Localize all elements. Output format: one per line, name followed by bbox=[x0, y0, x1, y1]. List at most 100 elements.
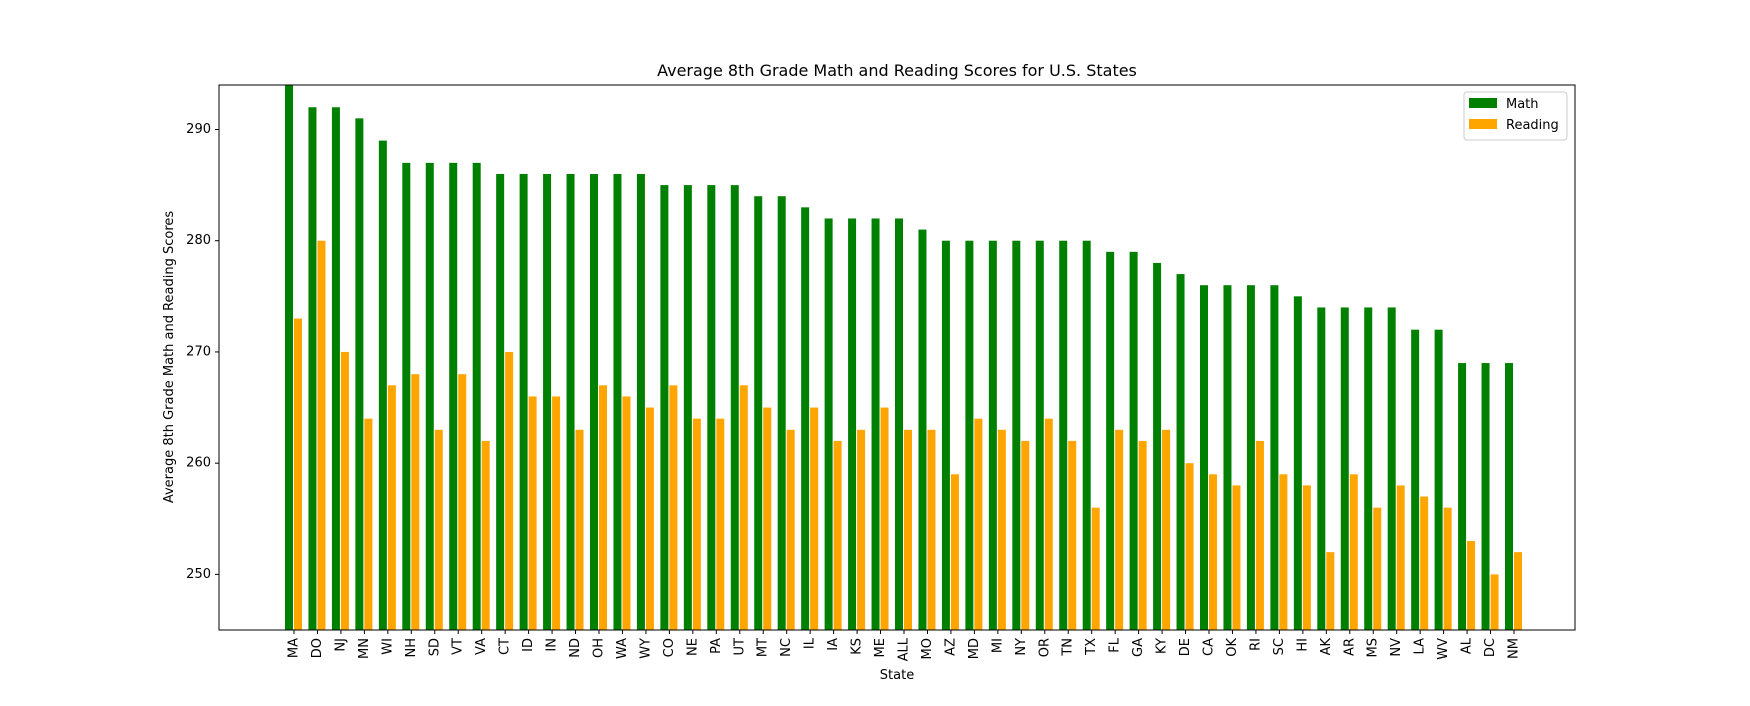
bar-math-ny bbox=[1012, 240, 1021, 630]
x-tick-label: UT bbox=[732, 638, 747, 656]
bar-reading-la bbox=[1420, 496, 1429, 630]
bar-math-ms bbox=[1364, 307, 1373, 630]
bar-reading-nj bbox=[340, 351, 349, 630]
bar-reading-co bbox=[669, 385, 678, 630]
bar-math-sc bbox=[1270, 285, 1279, 630]
bar-reading-mt bbox=[763, 407, 772, 630]
bar-reading-ga bbox=[1138, 440, 1147, 630]
bar-reading-dc bbox=[1490, 574, 1499, 630]
y-tick-label: 290 bbox=[186, 122, 211, 137]
bar-math-wy bbox=[636, 173, 645, 630]
x-tick-label: TN bbox=[1061, 638, 1076, 657]
legend-label-math: Math bbox=[1506, 97, 1539, 112]
bar-reading-wa bbox=[622, 396, 631, 630]
bar-reading-il bbox=[810, 407, 819, 630]
bar-math-ar bbox=[1340, 307, 1349, 630]
bar-reading-wi bbox=[387, 385, 396, 630]
bar-reading-ms bbox=[1373, 507, 1382, 630]
bar-math-ne bbox=[683, 185, 692, 630]
bar-math-nd bbox=[566, 173, 575, 630]
bar-reading-de bbox=[1185, 463, 1194, 630]
x-tick-label: FL bbox=[1108, 637, 1123, 652]
bar-math-ok bbox=[1223, 285, 1232, 630]
bar-math-ma bbox=[285, 85, 293, 630]
bar-reading-va bbox=[481, 440, 490, 630]
y-axis-title: Average 8th Grade Math and Reading Score… bbox=[162, 211, 177, 504]
x-tick-label: ME bbox=[873, 638, 888, 657]
x-tick-label: SD bbox=[427, 638, 442, 656]
bar-math-il bbox=[801, 207, 810, 630]
bar-reading-sd bbox=[434, 429, 443, 630]
bar-math-ia bbox=[824, 218, 833, 630]
bar-reading-ky bbox=[1162, 429, 1171, 630]
y-tick-label: 250 bbox=[186, 567, 211, 582]
bar-math-ga bbox=[1129, 251, 1138, 630]
bar-reading-nv bbox=[1396, 485, 1405, 630]
x-tick-label: AK bbox=[1319, 638, 1334, 656]
bar-reading-az bbox=[950, 474, 959, 630]
x-tick-label: MS bbox=[1366, 638, 1381, 657]
x-tick-label: NJ bbox=[333, 638, 348, 652]
bar-reading-nd bbox=[575, 429, 584, 630]
x-tick-label: NM bbox=[1507, 638, 1522, 659]
x-tick-label: TX bbox=[1084, 638, 1099, 656]
bar-reading-nc bbox=[786, 429, 795, 630]
x-tick-label: ALL bbox=[897, 637, 912, 661]
bar-reading-mi bbox=[997, 429, 1006, 630]
bar-math-oh bbox=[590, 173, 598, 630]
bar-math-mi bbox=[988, 240, 997, 630]
bar-math-in bbox=[543, 173, 552, 630]
bar-math-la bbox=[1411, 329, 1420, 630]
legend-swatch-math bbox=[1469, 98, 1497, 108]
x-tick-label: KY bbox=[1155, 638, 1170, 654]
bar-math-ky bbox=[1153, 262, 1162, 630]
bar-reading-tn bbox=[1068, 440, 1077, 630]
x-tick-label: SC bbox=[1272, 638, 1287, 655]
bar-reading-sc bbox=[1279, 474, 1288, 630]
bar-reading-oh bbox=[599, 385, 607, 630]
bar-math-nv bbox=[1387, 307, 1396, 630]
bar-reading-tx bbox=[1091, 507, 1100, 630]
x-tick-label: RI bbox=[1248, 638, 1263, 651]
x-tick-label: DC bbox=[1483, 638, 1498, 657]
x-tick-label: IA bbox=[826, 638, 841, 651]
x-axis-title: State bbox=[880, 668, 914, 683]
bar-math-nc bbox=[777, 196, 786, 630]
bar-math-vt bbox=[449, 162, 458, 630]
x-tick-label: AR bbox=[1342, 638, 1357, 656]
x-tick-label: HI bbox=[1295, 638, 1310, 652]
bar-reading-ok bbox=[1232, 485, 1241, 630]
x-tick-label: WI bbox=[380, 638, 395, 655]
x-tick-label: OK bbox=[1225, 638, 1240, 657]
y-tick-label: 260 bbox=[186, 456, 211, 471]
x-tick-label: VT bbox=[451, 638, 466, 655]
bar-math-mn bbox=[355, 118, 364, 630]
x-tick-label: KS bbox=[850, 638, 865, 655]
bar-math-id bbox=[519, 173, 528, 630]
x-tick-label: IN bbox=[545, 638, 560, 652]
legend: Math Reading bbox=[1463, 91, 1568, 141]
bar-reading-do bbox=[317, 240, 326, 630]
bar-reading-ny bbox=[1021, 440, 1030, 630]
bar-reading-me bbox=[880, 407, 889, 630]
x-tick-label: CO bbox=[662, 638, 677, 657]
bar-math-al bbox=[1458, 363, 1467, 630]
chart-title: Average 8th Grade Math and Reading Score… bbox=[657, 61, 1137, 80]
bar-reading-or bbox=[1044, 418, 1053, 630]
legend-swatch-reading bbox=[1469, 119, 1497, 129]
bar-reading-ma bbox=[294, 318, 302, 630]
y-tick-label: 270 bbox=[186, 344, 211, 359]
bar-math-me bbox=[871, 218, 880, 630]
bar-math-wv bbox=[1434, 329, 1443, 630]
bar-math-tx bbox=[1082, 240, 1091, 630]
x-tick-label: AZ bbox=[943, 638, 958, 656]
bar-reading-ri bbox=[1255, 440, 1264, 630]
bar-reading-pa bbox=[716, 418, 725, 630]
x-tick-label: WV bbox=[1436, 638, 1451, 660]
x-tick-label: CT bbox=[498, 638, 513, 655]
bar-math-va bbox=[472, 162, 481, 630]
bar-math-co bbox=[660, 185, 669, 630]
x-tick-label: MA bbox=[287, 638, 302, 658]
bar-math-all bbox=[895, 218, 903, 630]
legend-label-reading: Reading bbox=[1506, 118, 1559, 133]
